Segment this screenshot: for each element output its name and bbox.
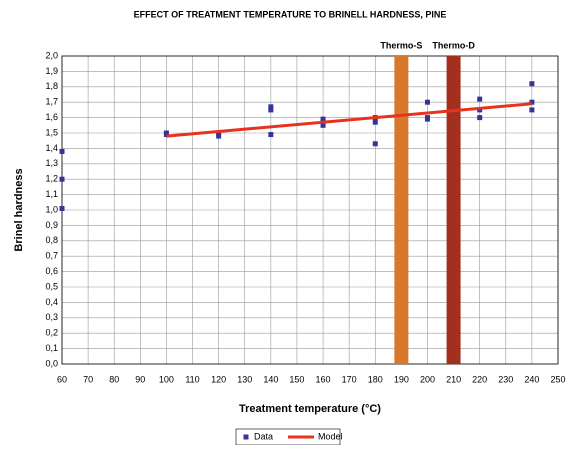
band-label: Thermo-S <box>380 40 422 50</box>
legend-label: Model <box>318 431 343 441</box>
legend-marker <box>243 434 249 440</box>
data-point <box>424 99 430 105</box>
data-point <box>529 81 535 87</box>
x-axis-label: Treatment temperature (°C) <box>239 403 381 415</box>
data-point <box>529 99 535 105</box>
data-point <box>529 107 535 113</box>
y-tick-label: 0,0 <box>45 358 58 368</box>
y-tick-label: 1,9 <box>45 66 58 76</box>
y-tick-label: 1,5 <box>45 127 58 137</box>
y-tick-label: 0,6 <box>45 266 58 276</box>
y-tick-label: 1,6 <box>45 112 58 122</box>
data-point <box>59 205 65 211</box>
data-point <box>268 132 274 138</box>
x-tick-label: 60 <box>57 374 67 384</box>
x-tick-label: 210 <box>446 374 461 384</box>
x-tick-label: 130 <box>237 374 252 384</box>
data-point <box>477 115 483 121</box>
y-tick-label: 0,4 <box>45 297 58 307</box>
x-tick-label: 240 <box>524 374 539 384</box>
y-tick-label: 0,9 <box>45 220 58 230</box>
chart-title: EFFECT OF TREATMENT TEMPERATURE TO BRINE… <box>134 9 447 19</box>
data-point <box>163 132 169 138</box>
x-tick-label: 180 <box>368 374 383 384</box>
x-tick-label: 100 <box>159 374 174 384</box>
y-tick-label: 0,3 <box>45 312 58 322</box>
data-point <box>59 176 65 182</box>
data-point <box>477 107 483 113</box>
y-tick-label: 1,1 <box>45 189 58 199</box>
y-tick-label: 1,8 <box>45 81 58 91</box>
band <box>446 56 461 364</box>
y-tick-label: 0,2 <box>45 328 58 338</box>
x-tick-label: 70 <box>83 374 93 384</box>
band-label: Thermo-D <box>432 40 475 50</box>
x-tick-label: 200 <box>420 374 435 384</box>
y-tick-label: 1,7 <box>45 97 58 107</box>
y-tick-label: 0,1 <box>45 343 58 353</box>
y-tick-label: 1,0 <box>45 204 58 214</box>
data-point <box>372 141 378 147</box>
x-tick-label: 150 <box>289 374 304 384</box>
x-tick-label: 120 <box>211 374 226 384</box>
data-point <box>477 96 483 102</box>
model-line <box>166 102 533 138</box>
x-tick-label: 110 <box>185 374 199 384</box>
y-tick-label: 2,0 <box>45 50 58 60</box>
x-tick-label: 160 <box>316 374 331 384</box>
data-point <box>268 104 274 110</box>
data-point <box>216 130 222 136</box>
y-tick-label: 0,7 <box>45 251 58 261</box>
x-tick-label: 80 <box>109 374 119 384</box>
data-point <box>424 116 430 122</box>
x-tick-label: 90 <box>135 374 145 384</box>
x-tick-label: 220 <box>472 374 487 384</box>
x-tick-label: 140 <box>263 374 278 384</box>
x-tick-label: 230 <box>498 374 513 384</box>
y-axis-label: Brinel hardness <box>13 168 25 251</box>
x-tick-label: 190 <box>394 374 409 384</box>
y-tick-label: 0,8 <box>45 235 58 245</box>
legend-label: Data <box>254 431 273 441</box>
data-point <box>268 107 274 113</box>
y-tick-label: 1,2 <box>45 174 58 184</box>
y-tick-label: 1,3 <box>45 158 58 168</box>
band <box>394 56 409 364</box>
data-point <box>216 133 222 139</box>
data-point <box>372 119 378 125</box>
y-tick-label: 0,5 <box>45 281 58 291</box>
y-tick-label: 1,4 <box>45 143 58 153</box>
data-point <box>320 122 326 128</box>
x-tick-label: 250 <box>550 374 565 384</box>
data-point <box>59 148 65 154</box>
data-point <box>320 116 326 122</box>
x-tick-label: 170 <box>342 374 357 384</box>
